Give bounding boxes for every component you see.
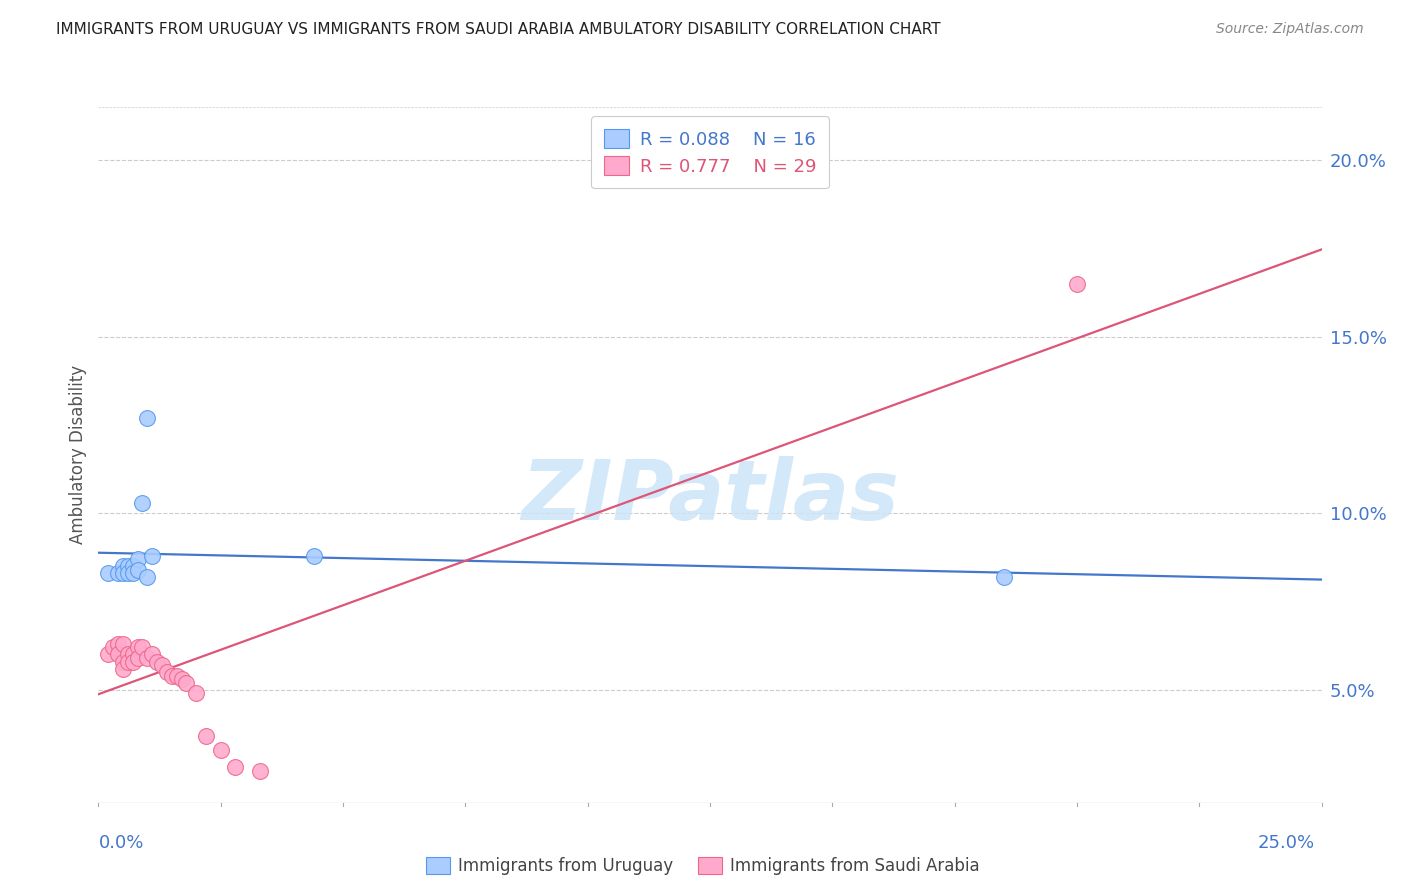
Point: [1066, 277, 1088, 291]
Point: [117, 566, 139, 581]
Point: [117, 559, 139, 574]
Point: [97, 566, 120, 581]
Point: [136, 651, 159, 665]
Point: [121, 655, 143, 669]
Point: [111, 559, 134, 574]
Text: ZIPatlas: ZIPatlas: [522, 456, 898, 537]
Text: 0.0%: 0.0%: [98, 834, 143, 852]
Point: [117, 648, 139, 662]
Point: [160, 668, 183, 682]
Point: [150, 658, 173, 673]
Point: [146, 655, 169, 669]
Point: [111, 655, 134, 669]
Point: [127, 563, 149, 577]
Point: [166, 668, 188, 682]
Text: Source: ZipAtlas.com: Source: ZipAtlas.com: [1216, 22, 1364, 37]
Point: [127, 651, 149, 665]
Point: [186, 686, 208, 700]
Point: [136, 410, 159, 425]
Point: [117, 655, 139, 669]
Point: [107, 566, 129, 581]
Text: 25.0%: 25.0%: [1257, 834, 1315, 852]
Point: [121, 566, 143, 581]
Point: [111, 662, 134, 676]
Point: [111, 637, 134, 651]
Text: IMMIGRANTS FROM URUGUAY VS IMMIGRANTS FROM SAUDI ARABIA AMBULATORY DISABILITY CO: IMMIGRANTS FROM URUGUAY VS IMMIGRANTS FR…: [56, 22, 941, 37]
Point: [993, 570, 1015, 584]
Legend: Immigrants from Uruguay, Immigrants from Saudi Arabia: Immigrants from Uruguay, Immigrants from…: [420, 850, 986, 882]
Point: [170, 672, 193, 686]
Point: [107, 637, 129, 651]
Point: [141, 648, 163, 662]
Point: [136, 570, 159, 584]
Point: [195, 729, 218, 743]
Y-axis label: Ambulatory Disability: Ambulatory Disability: [69, 366, 87, 544]
Point: [101, 640, 124, 655]
Point: [127, 640, 149, 655]
Point: [249, 764, 271, 778]
Point: [121, 648, 143, 662]
Point: [131, 495, 153, 509]
Point: [131, 640, 153, 655]
Point: [302, 549, 325, 563]
Point: [121, 559, 143, 574]
Point: [176, 675, 198, 690]
Legend: R = 0.088    N = 16, R = 0.777    N = 29: R = 0.088 N = 16, R = 0.777 N = 29: [591, 116, 830, 188]
Point: [107, 648, 129, 662]
Point: [111, 566, 134, 581]
Point: [224, 760, 246, 774]
Point: [127, 552, 149, 566]
Point: [156, 665, 179, 680]
Point: [97, 648, 120, 662]
Point: [209, 743, 232, 757]
Point: [141, 549, 163, 563]
